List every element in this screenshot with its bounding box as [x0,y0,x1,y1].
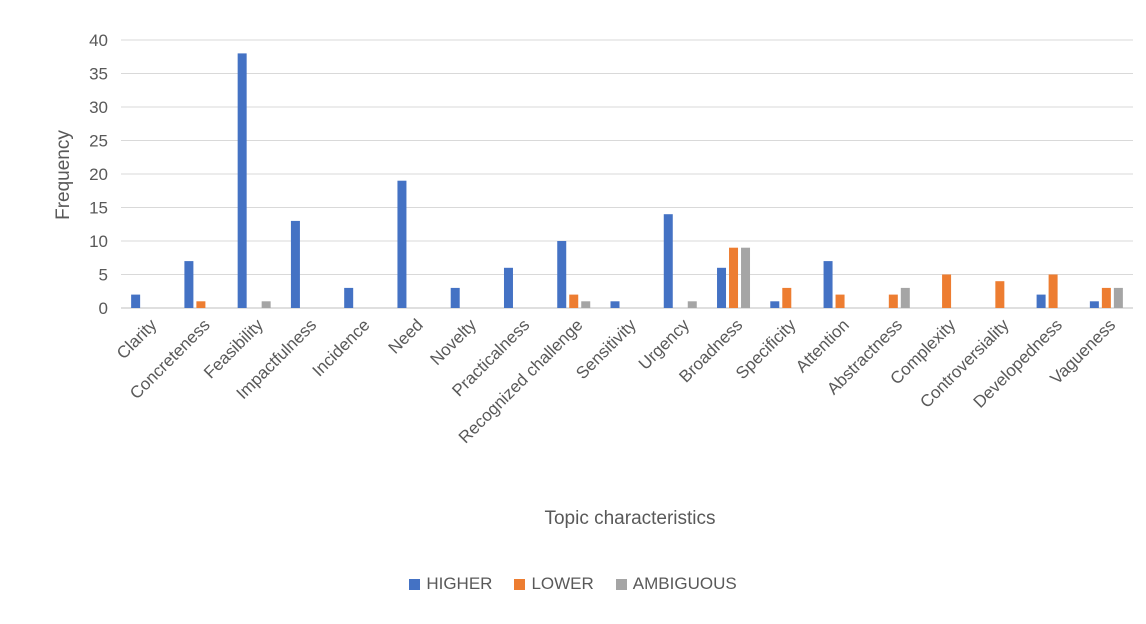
x-tick-label: Clarity [113,315,161,363]
bar-ambiguous-broadness [741,247,751,308]
legend-swatch [514,578,526,590]
y-tick-labels: 0 5 10 15 20 25 30 35 40 [89,31,108,318]
bar-ambiguous-abstractness [900,287,910,308]
bar-lower-broadness [729,247,739,308]
bar-lower-attention [835,294,845,308]
legend-swatch [409,578,421,590]
bar-higher-developedness [1036,294,1046,308]
x-tick-labels: ClarityConcretenessFeasibilityImpactfuln… [113,315,1119,447]
legend-item-ambiguous: AMBIGUOUS [615,574,737,594]
bar-lower-specificity [782,287,792,308]
legend-label: AMBIGUOUS [632,574,737,593]
bar-higher-feasibility [237,53,247,309]
bar-lower-concreteness [196,301,206,308]
x-tick-label: Novelty [427,315,481,369]
bar-lower-vagueness [1101,287,1111,308]
bar-higher-recognized-challenge [557,241,567,308]
bar-ambiguous-vagueness [1113,287,1123,308]
y-axis-label: Frequency [53,130,74,220]
bar-ambiguous-urgency [687,301,697,308]
bar-higher-need [397,180,407,308]
legend-label: HIGHER [426,574,493,593]
bar-ambiguous-feasibility [261,301,271,308]
bar-lower-recognized-challenge [569,294,579,308]
y-tick-label: 20 [89,165,108,184]
bar-lower-controversiality [995,281,1005,308]
legend-label: LOWER [531,574,594,593]
bar-higher-attention [823,261,833,308]
y-tick-label: 10 [89,232,108,251]
bar-lower-developedness [1048,274,1058,308]
bar-higher-incidence [344,287,354,308]
y-tick-label: 35 [89,65,108,84]
bars [131,53,1123,309]
bar-lower-complexity [942,274,952,308]
bar-higher-practicalness [503,267,513,308]
x-tick-label: Need [385,315,427,357]
bar-higher-vagueness [1089,301,1099,308]
y-tick-label: 25 [89,132,108,151]
y-tick-label: 40 [89,31,108,50]
x-tick-label: Incidence [309,315,374,380]
y-tick-label: 15 [89,199,108,218]
bar-higher-sensitivity [610,301,620,308]
y-tick-label: 0 [99,299,108,318]
x-axis-label: Topic characteristics [544,508,715,529]
y-tick-label: 5 [99,266,108,285]
legend-swatch [615,578,627,590]
bar-higher-broadness [717,267,727,308]
bar-lower-abstractness [888,294,898,308]
legend-item-higher: HIGHER [409,574,492,594]
bar-higher-clarity [131,294,141,308]
gridlines [121,39,1133,309]
bar-higher-concreteness [184,261,194,308]
y-tick-label: 30 [89,98,108,117]
bar-higher-specificity [770,301,780,308]
bar-higher-novelty [450,287,460,308]
bar-higher-urgency [663,214,673,308]
bar-higher-impactfulness [290,220,300,308]
legend: HIGHER LOWER AMBIGUOUS [0,574,1146,594]
bar-ambiguous-recognized-challenge [581,301,591,308]
legend-item-lower: LOWER [514,574,594,594]
